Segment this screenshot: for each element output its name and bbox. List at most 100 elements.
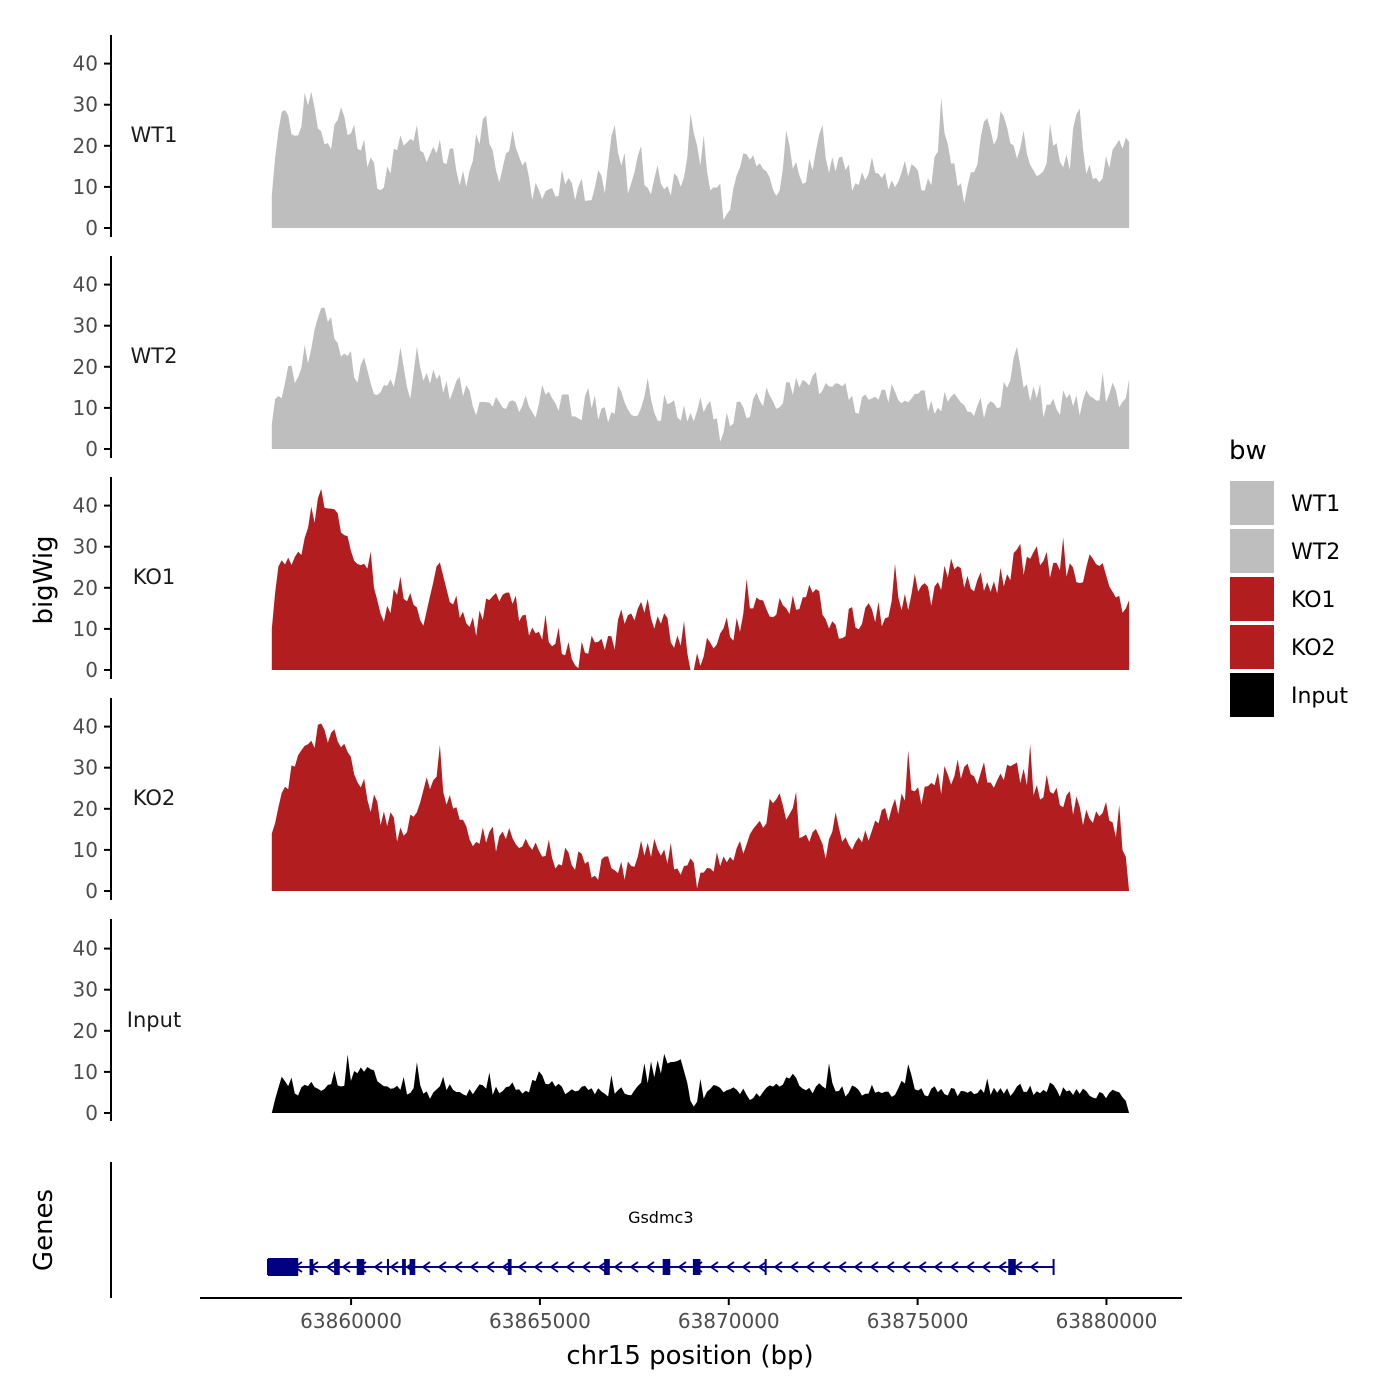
y-tick-label-ko1-10: 10 [73,617,98,641]
y-tick-label-ko2-0: 0 [85,879,98,903]
exon [662,1259,671,1275]
strand-arrow [629,1261,639,1273]
strand-arrow [789,1261,799,1273]
strand-arrow [885,1261,895,1273]
genes-panel: Genes Gsdmc3 [29,1162,1055,1298]
legend-label-wt2: WT2 [1291,540,1340,565]
y-tick-label-wt1-0: 0 [85,216,98,240]
y-tick-label-wt2-10: 10 [73,396,98,420]
strand-arrow [981,1261,991,1273]
track-label-ko2: KO2 [133,786,176,810]
coverage-area-ko2 [271,723,1130,891]
strand-arrow [917,1261,927,1273]
exon [356,1259,365,1275]
x-tick-label-63880000: 63880000 [1056,1309,1158,1333]
y-tick-label-ko2-10: 10 [73,838,98,862]
coverage-area-wt2 [271,307,1130,449]
track-label-wt2: WT2 [131,344,178,368]
strand-arrow [997,1261,1007,1273]
strand-arrow [501,1261,511,1273]
exon [267,1258,299,1276]
y-tick-label-wt1-20: 20 [73,134,98,158]
strand-arrow [549,1261,559,1273]
legend-swatch-ko2 [1228,623,1276,671]
strand-arrow [485,1261,495,1273]
track-ko2: 0 10 20 30 40 KO2 [73,698,1130,903]
y-tick-label-input-20: 20 [73,1019,98,1043]
y-tick-label-ko1-40: 40 [73,494,98,518]
strand-arrow [949,1261,959,1273]
coverage-tracks: 0 10 20 30 40 WT1 0 10 20 30 40 WT2 0 10 20 30 40 KO1 0 10 2… [73,35,1130,1125]
exon [507,1259,512,1275]
x-tick-label-63860000: 63860000 [300,1309,402,1333]
x-tick-label-63870000: 63870000 [678,1309,780,1333]
coverage-area-input [271,1053,1130,1113]
x-tick-label-63875000: 63875000 [867,1309,969,1333]
y-tick-label-input-40: 40 [73,937,98,961]
exon [386,1259,389,1275]
coverage-area-ko1 [271,488,1130,670]
y-tick-label-input-30: 30 [73,978,98,1002]
legend-label-ko2: KO2 [1291,636,1336,661]
strand-arrow [613,1261,623,1273]
y-axis-title: bigWig [29,535,59,624]
track-label-wt1: WT1 [131,123,178,147]
track-wt2: 0 10 20 30 40 WT2 [73,256,1130,461]
y-tick-label-ko1-30: 30 [73,535,98,559]
strand-arrow [933,1261,943,1273]
strand-arrow [565,1261,575,1273]
strand-arrow [645,1261,655,1273]
track-input: 0 10 20 30 40 Input [73,919,1130,1125]
y-tick-label-ko2-40: 40 [73,715,98,739]
strand-arrow [709,1261,719,1273]
exon [402,1259,406,1275]
genes-axis-title: Genes [29,1189,59,1271]
exon [334,1259,340,1275]
y-tick-label-wt1-30: 30 [73,93,98,117]
x-axis-ticks: 63860000 63865000 63870000 63875000 63880000 [300,1298,1157,1333]
strand-arrow [469,1261,479,1273]
strand-arrow [325,1261,335,1273]
track-wt1: 0 10 20 30 40 WT1 [73,35,1130,240]
exon [692,1259,701,1275]
strand-arrow [437,1261,447,1273]
strand-arrow [1029,1261,1039,1273]
legend-label-wt1: WT1 [1291,492,1340,517]
y-tick-label-wt1-40: 40 [73,52,98,76]
strand-arrow [597,1261,607,1273]
strand-arrow [837,1261,847,1273]
strand-arrow [373,1261,383,1273]
strand-arrow [517,1261,527,1273]
legend-items: WT1 WT2 KO1 KO2 Input [1228,479,1348,719]
strand-arrow [421,1261,431,1273]
track-ko1: 0 10 20 30 40 KO1 [73,477,1130,682]
y-tick-label-wt2-40: 40 [73,273,98,297]
strand-arrow [805,1261,815,1273]
exon [1008,1259,1016,1275]
legend-title: bw [1229,436,1267,466]
y-tick-label-input-0: 0 [85,1101,98,1125]
y-tick-label-input-10: 10 [73,1060,98,1084]
coverage-area-wt1 [271,91,1130,228]
y-tick-label-ko2-20: 20 [73,797,98,821]
gene-track-gsdmc3 [266,1258,1055,1276]
strand-arrow [869,1261,879,1273]
y-tick-label-wt2-0: 0 [85,437,98,461]
track-label-ko1: KO1 [133,565,176,589]
x-axis-title: chr15 position (bp) [566,1341,813,1371]
y-tick-label-wt2-20: 20 [73,355,98,379]
strand-arrow [821,1261,831,1273]
exon [309,1259,314,1275]
legend-label-input: Input [1291,684,1348,709]
x-tick-label-63865000: 63865000 [489,1309,591,1333]
strand-arrow [581,1261,591,1273]
x-axis: 63860000 63865000 63870000 63875000 63880000… [200,1297,1182,1371]
strand-arrow [901,1261,911,1273]
strand-arrow [677,1261,687,1273]
strand-arrow [773,1261,783,1273]
strand-arrow [725,1261,735,1273]
strand-arrow [389,1261,399,1273]
y-tick-label-wt2-30: 30 [73,314,98,338]
y-tick-label-wt1-10: 10 [73,175,98,199]
